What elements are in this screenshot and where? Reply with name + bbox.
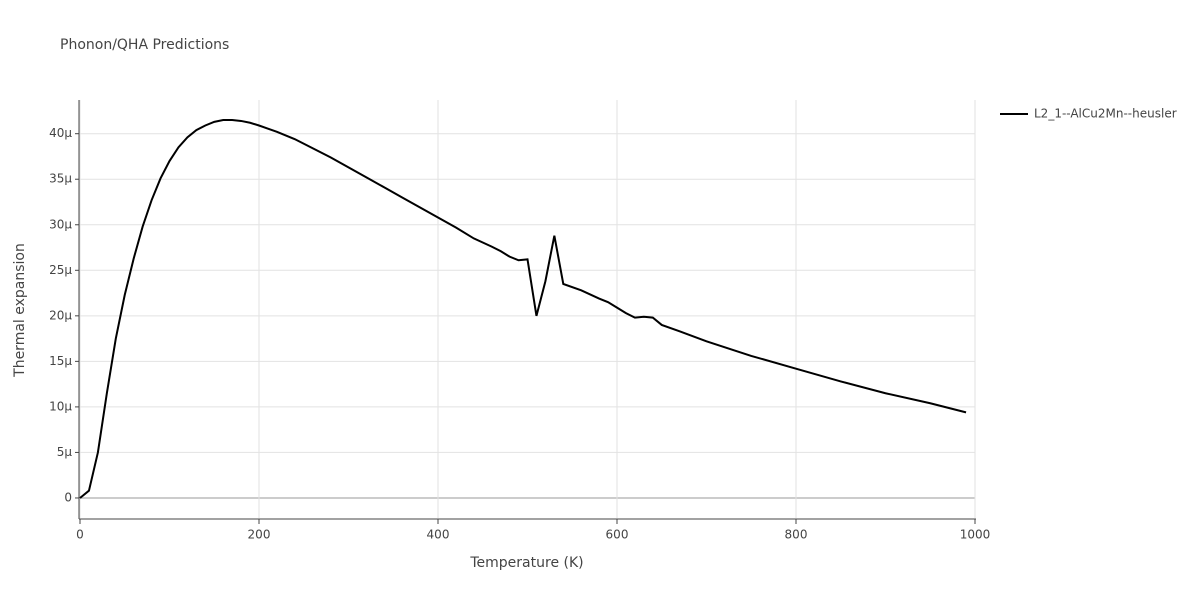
y-axis-title: Thermal expansion — [12, 243, 28, 378]
x-tick-label: 400 — [427, 528, 450, 542]
x-tick-label: 0 — [76, 528, 84, 542]
legend-label: L2_1--AlCu2Mn--heusler — [1034, 107, 1177, 121]
y-tick-label: 0 — [64, 490, 72, 504]
x-tick-label: 800 — [785, 528, 808, 542]
y-tick-label: 30µ — [49, 217, 72, 231]
x-tick-label: 600 — [606, 528, 629, 542]
y-tick-label: 10µ — [49, 399, 72, 413]
y-tick-label: 25µ — [49, 263, 72, 277]
chart-title: Phonon/QHA Predictions — [60, 37, 229, 53]
y-tick-label: 15µ — [49, 354, 72, 368]
y-tick-label: 40µ — [49, 126, 72, 140]
y-tick-label: 5µ — [57, 445, 73, 459]
x-tick-label: 200 — [248, 528, 271, 542]
line — [79, 119, 967, 499]
y-tick-label: 35µ — [49, 172, 72, 186]
y-tick-label: 20µ — [49, 308, 72, 322]
x-tick-label: 1000 — [960, 528, 991, 542]
x-axis-title: Temperature (K) — [469, 555, 583, 571]
